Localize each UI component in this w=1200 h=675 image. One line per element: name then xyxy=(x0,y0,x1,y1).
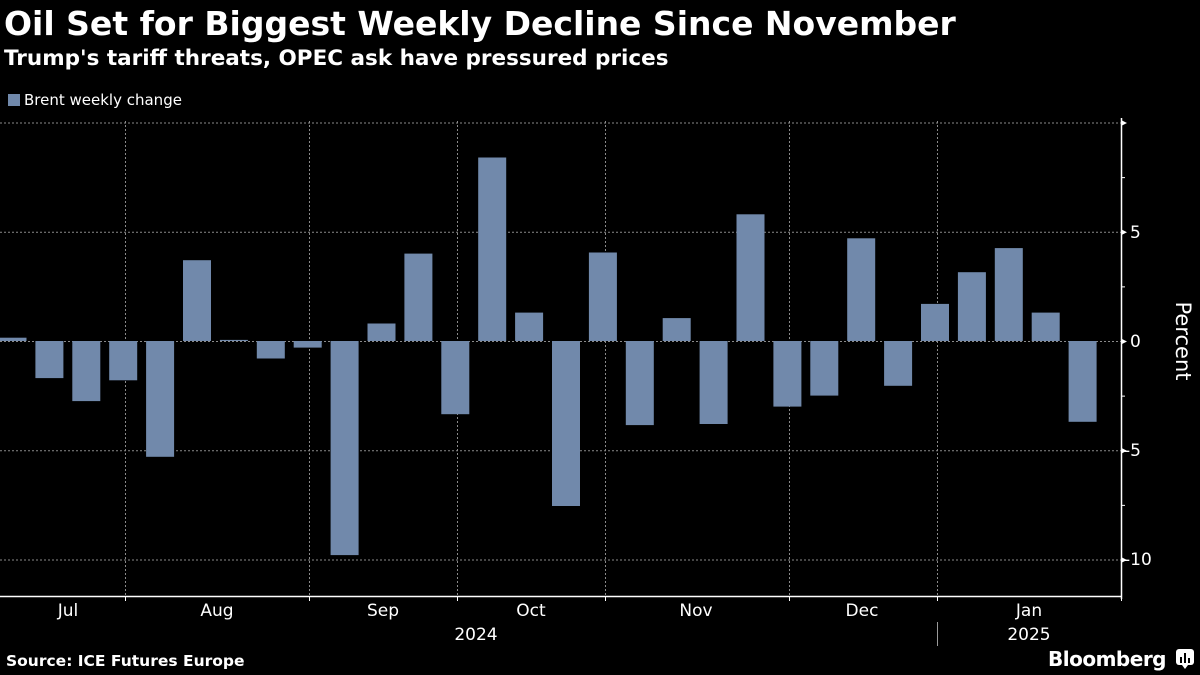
bars xyxy=(0,157,1097,556)
bar xyxy=(736,214,765,341)
bar xyxy=(625,341,654,426)
y-tick-arrow xyxy=(1121,338,1127,345)
chart-title: Oil Set for Biggest Weekly Decline Since… xyxy=(4,4,956,43)
x-month-label: Aug xyxy=(200,601,233,621)
legend: Brent weekly change xyxy=(8,91,182,109)
bar xyxy=(219,339,248,341)
x-month-label: Jul xyxy=(57,601,79,621)
bar xyxy=(441,341,470,415)
bar xyxy=(35,341,64,379)
bar xyxy=(146,341,175,457)
bar xyxy=(293,341,322,348)
bar xyxy=(0,337,27,341)
x-month-label: Oct xyxy=(516,601,546,621)
bloomberg-logo: Bloomberg xyxy=(1048,647,1166,671)
bar xyxy=(773,341,802,407)
bar xyxy=(588,252,617,341)
bar xyxy=(1068,341,1097,422)
bar xyxy=(847,238,876,341)
x-month-label: Nov xyxy=(679,601,712,621)
bar xyxy=(109,341,138,381)
y-tick-label: 5 xyxy=(1130,223,1141,243)
legend-label: Brent weekly change xyxy=(24,91,182,109)
x-month-label: Jan xyxy=(1015,601,1042,621)
bar xyxy=(183,260,211,341)
axis-labels: 5 0 -5 -10 Percent Jul Aug Sep Oct Nov D… xyxy=(57,223,1195,646)
y-tick-label: -10 xyxy=(1124,550,1152,570)
bar xyxy=(256,341,285,359)
x-month-label: Sep xyxy=(367,601,399,621)
bar xyxy=(699,341,728,424)
bar xyxy=(810,341,839,396)
bar xyxy=(1031,312,1060,341)
legend-swatch xyxy=(8,94,20,106)
bar xyxy=(72,341,101,402)
source-note: Source: ICE Futures Europe xyxy=(6,652,245,670)
bar xyxy=(957,272,986,341)
x-year-label: 2025 xyxy=(1007,625,1050,645)
y-tick-label: 0 xyxy=(1130,332,1141,352)
bar xyxy=(515,312,544,341)
chart-subtitle: Trump's tariff threats, OPEC ask have pr… xyxy=(4,46,669,71)
x-month-label: Dec xyxy=(846,601,879,621)
y-tick-arrow xyxy=(1121,557,1127,563)
bar xyxy=(330,341,359,556)
x-year-label: 2024 xyxy=(454,625,497,645)
bar xyxy=(552,341,580,506)
bar xyxy=(921,303,949,341)
bar xyxy=(884,341,913,386)
axes xyxy=(0,118,1127,601)
y-tick-arrow xyxy=(1121,229,1127,236)
y-tick-label: -5 xyxy=(1124,441,1141,461)
y-axis-title: Percent xyxy=(1171,301,1195,380)
y-tick-arrow xyxy=(1121,447,1127,454)
bar xyxy=(662,318,691,341)
bar xyxy=(367,323,396,341)
bloomberg-chart-icon xyxy=(1176,649,1194,669)
bar xyxy=(994,248,1023,341)
bar xyxy=(404,253,433,341)
y-tick-arrow xyxy=(1121,120,1127,126)
bar xyxy=(478,157,507,341)
